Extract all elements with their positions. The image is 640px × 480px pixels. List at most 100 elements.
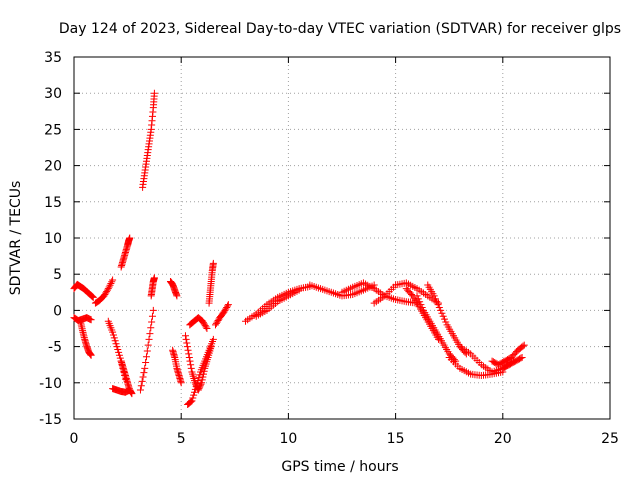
data-point-arc-p <box>199 319 207 327</box>
data-point-arc-e <box>110 334 118 342</box>
data-point-arc-d <box>100 292 108 300</box>
data-point-arc-y <box>416 298 424 306</box>
data-point-arc-j <box>137 382 145 390</box>
data-point-arc-n <box>194 386 202 394</box>
data-point-arc-j <box>143 347 151 355</box>
data-point-arc-n <box>197 380 205 388</box>
data-point-arc-o <box>189 394 197 402</box>
x-tick-label: 0 <box>70 431 79 447</box>
data-point-arc-e <box>115 351 123 359</box>
data-point-arc-n <box>182 335 190 343</box>
data-point-arc-c <box>87 351 95 359</box>
data-point-arc-n <box>185 350 193 358</box>
data-point-arc-n <box>187 364 195 372</box>
y-tick-label: -15 <box>39 412 62 428</box>
data-point-arc-y <box>417 301 425 309</box>
data-point-arc-j <box>148 312 156 320</box>
data-point-arc-h <box>128 390 136 398</box>
data-point-arc-j <box>146 330 154 338</box>
data-point-arc-e <box>113 343 121 351</box>
y-tick-label: 15 <box>44 195 62 211</box>
data-point-arc-r <box>213 318 221 326</box>
data-point-arc-n <box>185 353 193 361</box>
data-point-arc-a <box>89 293 97 301</box>
data-point-arc-o <box>192 382 200 390</box>
data-point-arc-p <box>201 322 209 330</box>
data-point-arc-r <box>212 319 220 327</box>
data-point-arc-j <box>141 364 149 372</box>
data-point-arc-e <box>114 345 122 353</box>
data-point-arc-o <box>187 398 195 406</box>
data-point-arc-o <box>186 398 194 406</box>
data-point-arc-z <box>442 318 450 326</box>
data-point-arc-e <box>112 340 120 348</box>
data-point-arc-d <box>103 286 111 294</box>
data-point-arc-z <box>430 292 438 300</box>
y-tick-label: 20 <box>44 159 62 175</box>
data-point-arc-x <box>407 290 415 298</box>
data-point-arc-d <box>109 276 117 284</box>
data-point-arc-o <box>209 335 217 343</box>
y-tick-label: 0 <box>53 303 62 319</box>
data-point-arc-d <box>105 283 113 291</box>
data-point-arc-o <box>193 380 201 388</box>
y-tick-label: 5 <box>53 267 62 283</box>
data-point-arc-r <box>224 301 232 309</box>
data-point-arc-o <box>188 397 196 405</box>
data-point-arc-q <box>209 259 217 267</box>
data-point-arc-z <box>440 315 448 323</box>
data-point-arc-l <box>173 292 181 300</box>
x-tick-label: 20 <box>494 431 512 447</box>
y-tick-label: 10 <box>44 231 62 247</box>
data-point-arc-m <box>177 379 185 387</box>
x-tick-label: 15 <box>387 431 405 447</box>
data-point-arc-j <box>142 353 150 361</box>
x-tick-label: 10 <box>279 431 297 447</box>
data-point-arc-j <box>142 359 150 367</box>
y-axis-ticks: -15 -10 -5 0 5 10 15 20 25 30 35 <box>39 50 610 428</box>
data-point-arc-o <box>195 374 203 382</box>
data-point-arc-d <box>104 285 112 293</box>
data-point-arc-n <box>181 332 189 340</box>
data-point-arc-d <box>108 278 116 286</box>
x-tick-label: 25 <box>601 431 619 447</box>
data-point-arc-e <box>109 328 117 336</box>
data-point-arc-p <box>202 323 210 331</box>
data-point-arc-j <box>144 341 152 349</box>
data-point-arc-z <box>437 306 445 314</box>
data-point-arc-y <box>414 295 422 303</box>
data-point-arc-r <box>220 308 228 316</box>
chart-title: Day 124 of 2023, Sidereal Day-to-day VTE… <box>59 21 621 37</box>
data-point-arc-e <box>109 331 117 339</box>
y-tick-label: 30 <box>44 86 62 102</box>
data-point-arc-d <box>101 290 109 298</box>
data-point-arc-r <box>214 317 222 325</box>
data-point-arc-ad <box>518 353 526 361</box>
data-point-arc-ad <box>517 354 525 362</box>
data-point-arc-g <box>126 234 134 242</box>
x-axis-label: GPS time / hours <box>281 459 398 475</box>
data-point-arc-j <box>145 335 153 343</box>
data-point-arc-z <box>431 295 439 303</box>
data-point-arc-d <box>102 289 110 297</box>
data-point-arc-a <box>88 292 96 300</box>
data-point-arc-d <box>103 288 111 296</box>
data-point-arc-j <box>140 369 148 377</box>
data-point-arc-j <box>136 386 144 394</box>
data-point-arc-n <box>186 357 194 365</box>
data-point-arc-n <box>198 379 206 387</box>
data-point-arc-a <box>89 293 97 301</box>
x-tick-label: 5 <box>177 431 186 447</box>
data-point-arc-r <box>224 302 232 310</box>
data-point-arc-j <box>147 324 155 332</box>
data-point-arc-n <box>183 339 191 347</box>
data-point-arc-e <box>115 348 123 356</box>
data-point-arc-n <box>184 346 192 354</box>
y-tick-label: 25 <box>44 122 62 138</box>
data-point-arc-n <box>187 361 195 369</box>
plot-frame <box>73 56 611 420</box>
data-point-arc-z <box>438 309 446 317</box>
data-point-arc-r <box>222 305 230 313</box>
x-axis-ticks: 0 5 10 15 20 25 <box>70 57 619 447</box>
grid-lines <box>74 57 610 419</box>
